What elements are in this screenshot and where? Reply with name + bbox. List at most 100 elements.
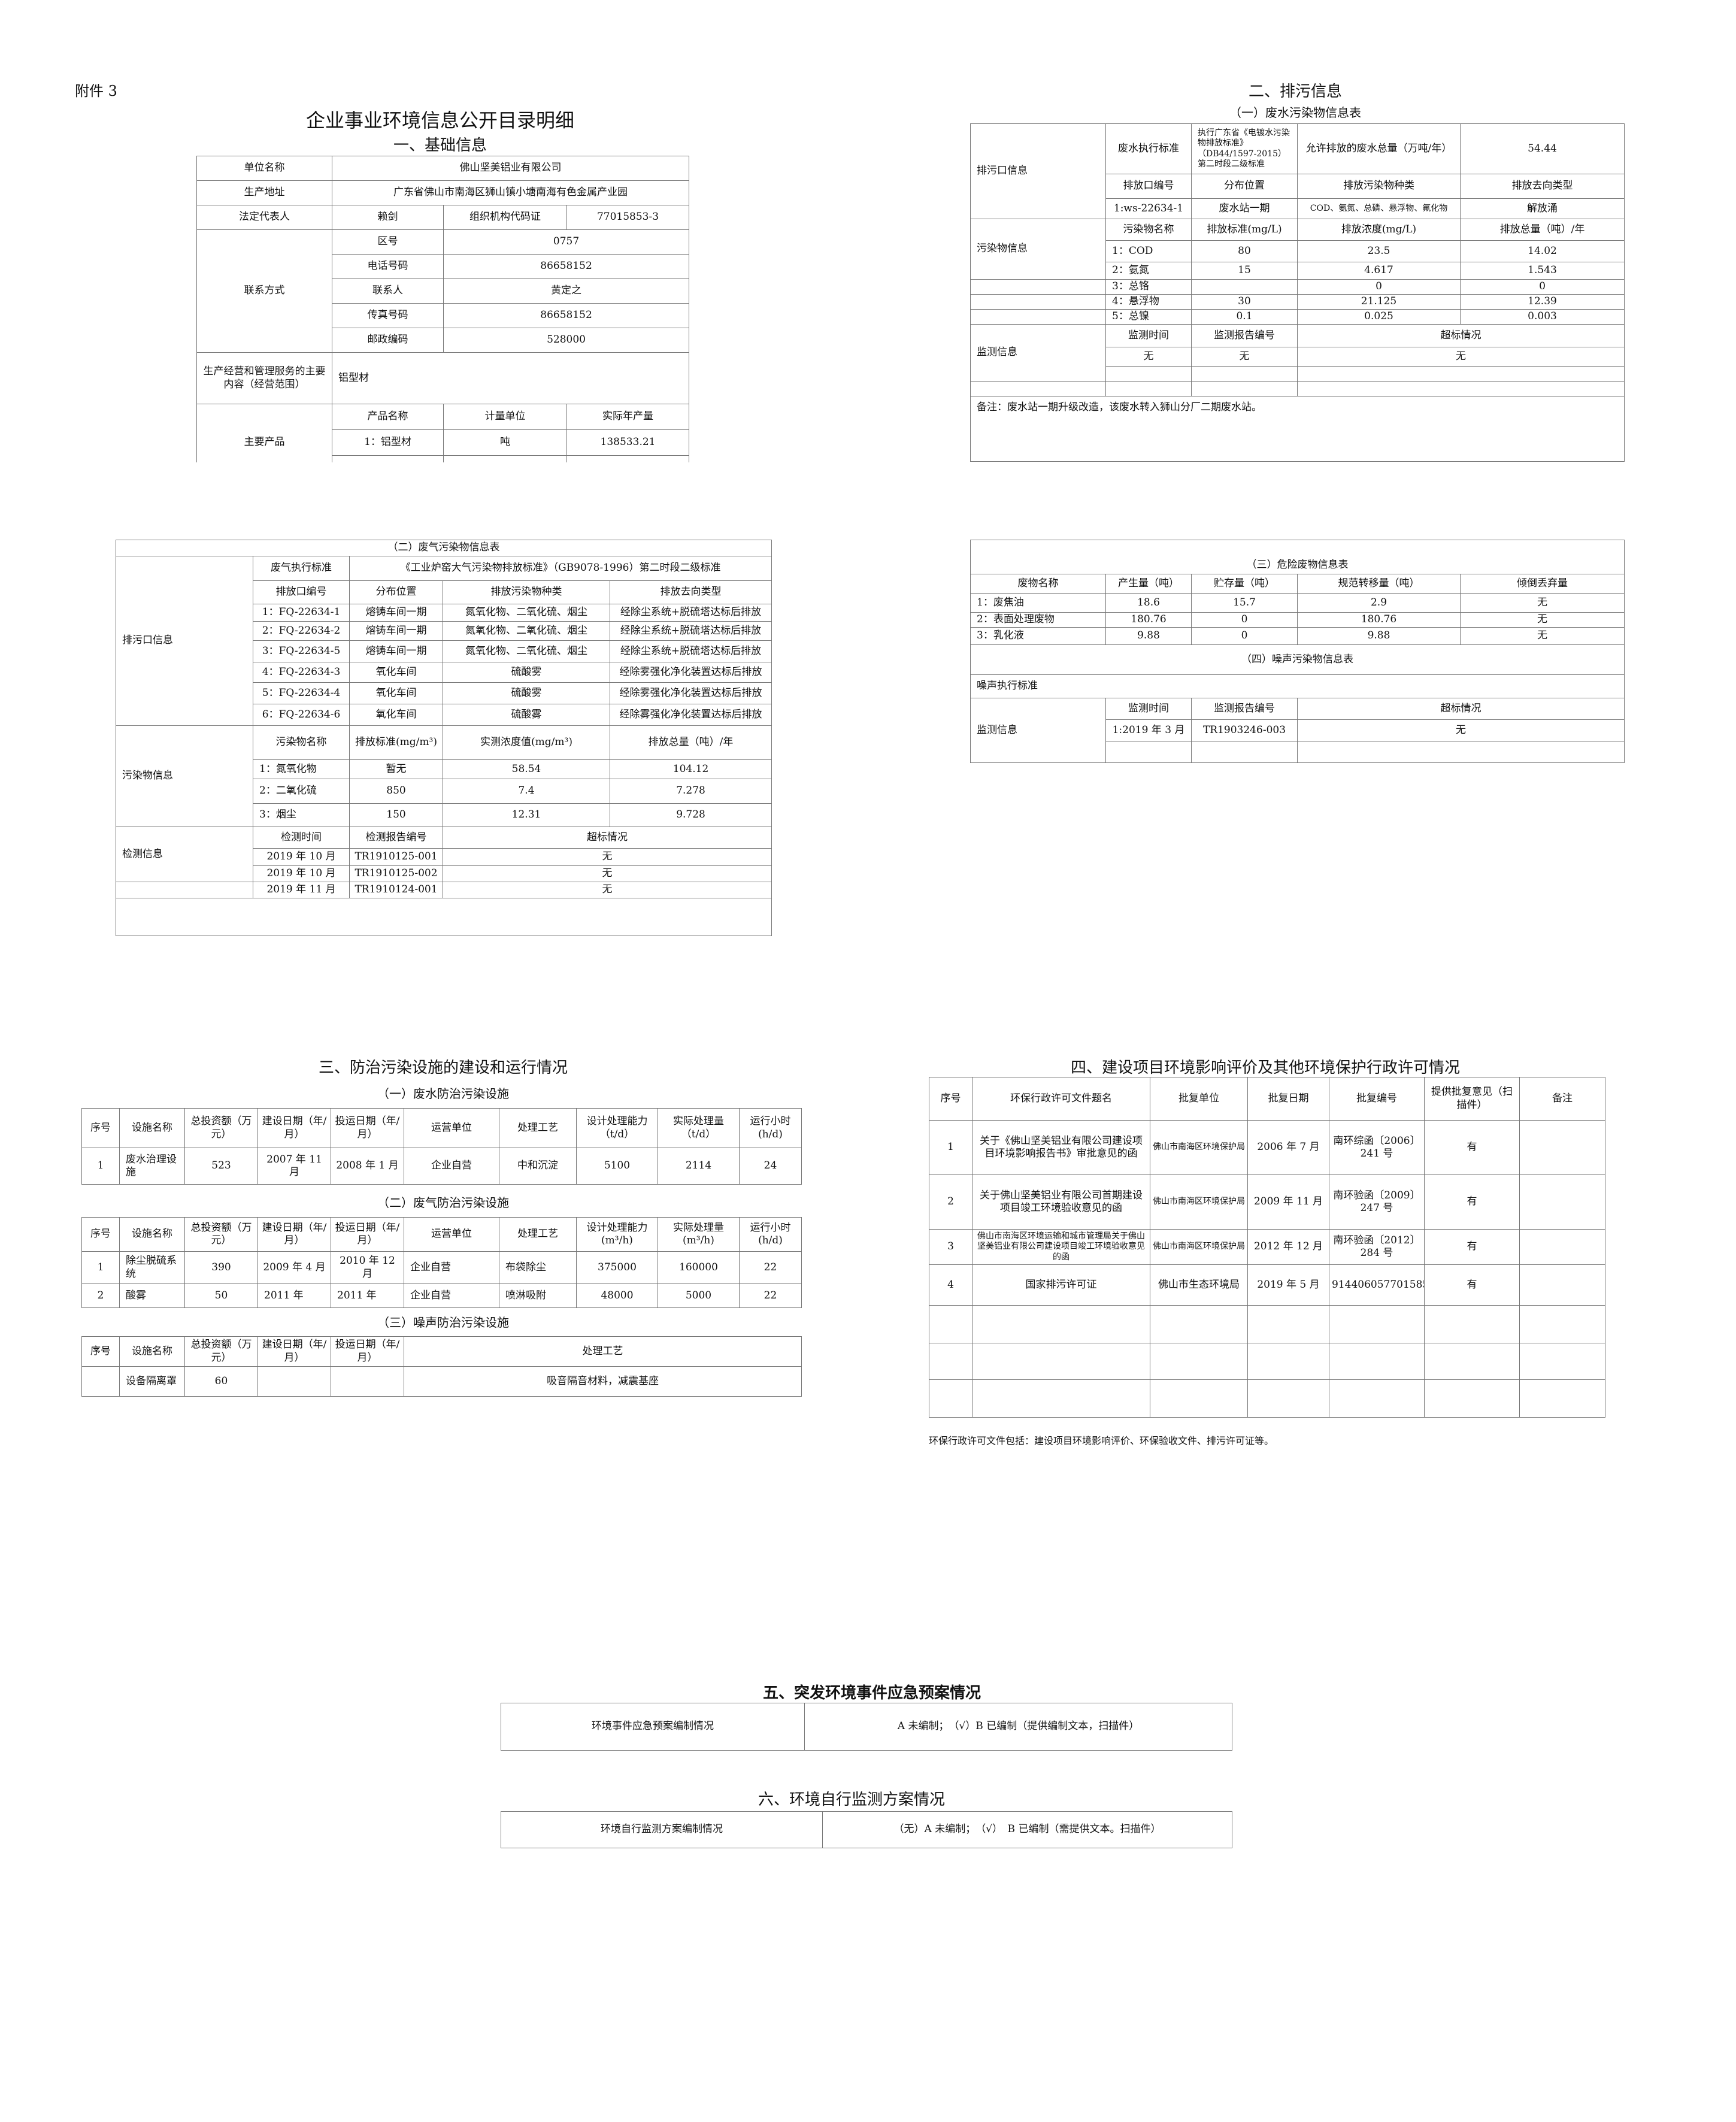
table-cell: 组织机构代码证 (443, 205, 567, 230)
table-cell: 法定代表人 (196, 205, 332, 230)
table: 单位名称 佛山坚美铝业有限公司 生产地址 广东省佛山市南海区狮山镇小塘南海有色金属产业… (196, 156, 690, 462)
table-row: 主要产品 产品名称 计量单位 实际年产量 (196, 404, 690, 462)
table-cell: TR1903246-003 (1191, 719, 1298, 741)
table-cell: 设施名称 (119, 1336, 185, 1367)
table-row: 5：FQ-22634-4 氧化车间 硫酸雾 经除雾强化净化装置达标后排放 (116, 682, 772, 704)
table-cell: 主要产品 (196, 404, 332, 462)
table-row: 电话号码 86658152 (197, 254, 690, 279)
table-cell: 0 (1297, 279, 1461, 295)
table-cell: 设备隔离罩 (119, 1366, 185, 1397)
table-cell: 中和沉淀 (499, 1148, 577, 1185)
table-cell: 区号 (332, 229, 444, 255)
table-cell: 备注：废水站一期升级改造，该废水转入狮山分厂二期废水站。 (970, 396, 1625, 462)
table-cell: 黄定之 (443, 279, 690, 304)
table-cell: 企业自营 (404, 1148, 499, 1185)
table-row: 3 佛山市南海区环境运输和城市管理局关于佛山坚美铝业有限公司建设项目竣工环境验收意… (929, 1229, 1605, 1265)
table-row: 生产地址 广东省佛山市南海区狮山镇小塘南海有色金属产业园 (196, 180, 690, 205)
table-cell: 序号 (81, 1108, 120, 1148)
table-cell: 180.76 (1297, 612, 1461, 628)
table-cell: 检测信息 (116, 827, 253, 882)
table-cell: TR1910125-002 (349, 865, 443, 882)
table-cell: 计量单位 (443, 404, 567, 430)
table-cell: 22 (739, 1284, 802, 1308)
table-cell: 吸音隔音材料，减震基座 (404, 1366, 802, 1397)
table-cell: 排放污染物种类 (1297, 174, 1461, 199)
table-cell (1329, 1305, 1425, 1343)
table-cell (1150, 1343, 1248, 1380)
table-cell: 2：二氧化硫 (253, 779, 350, 804)
table-cell: 2012 年 12 月 (1247, 1229, 1329, 1265)
table-cell: 废气执行标准 (253, 556, 350, 581)
table-cell: 12.31 (443, 803, 610, 827)
table-cell: 无 (442, 865, 772, 882)
table-cell: 无 (442, 848, 772, 866)
table-row: 排放口编号 分布位置 排放污染物种类 排放去向类型 (116, 580, 772, 604)
table-row: 联系方式 区号 0757 (196, 229, 690, 353)
table-cell: 投运日期（年/月） (331, 1108, 404, 1148)
table-row: 序号 设施名称 总投资额（万元） 建设日期（年/月） 投运日期（年/月） 运营单位 处理工艺… (81, 1108, 802, 1148)
table-cell: 0757 (443, 229, 690, 255)
noise-facilities-table: 序号 设施名称 总投资额（万元） 建设日期（年/月） 投运日期（年/月） 处理工艺 设备隔离… (81, 1336, 802, 1397)
table-cell: 50 (184, 1284, 258, 1308)
table-cell: 贮存量（吨） (1191, 574, 1298, 594)
emergency-plan-table: 环境事件应急预案编制情况 A 未编制； （√）B 已编制（提供编制文本，扫描件） (501, 1703, 1232, 1751)
table-row: 噪声执行标准 (970, 674, 1625, 698)
table-row: 序号 设施名称 总投资额（万元） 建设日期（年/月） 投运日期（年/月） 处理工艺 (81, 1336, 802, 1367)
table-cell: 经除尘系统+脱硫塔达标后排放 (609, 640, 772, 662)
table-cell: 1：铝型材 (332, 429, 444, 456)
table-cell: 超标情况 (442, 827, 772, 849)
table-cell (972, 1343, 1150, 1380)
table-cell: 0.003 (1460, 309, 1625, 325)
table-cell: 2009 年 4 月 (257, 1251, 331, 1284)
table-row: 污染物信息 污染物名称 排放标准(mg/L) 排放浓度(mg/L) 排放总量（吨）/年 (970, 219, 1625, 280)
table-cell: 投运日期（年/月） (331, 1217, 404, 1252)
table-row: 排污口信息 废水执行标准 执行广东省《电镀水污染物排放标准》（DB44/1597-2… (970, 123, 1625, 219)
table-row: 环境自行监测方案编制情况 （无）A 未编制； （√） B 已编制（需提供文本。扫描… (501, 1811, 1232, 1848)
table-cell: 1：COD (1105, 240, 1192, 262)
table-cell: 160000 (658, 1251, 740, 1284)
table-cell: 3：烟尘 (253, 803, 350, 827)
table-cell: 氧化车间 (349, 682, 443, 704)
table-cell: 广东省佛山市南海区狮山镇小塘南海有色金属产业园 (331, 180, 690, 205)
table-cell: 建设日期（年/月） (257, 1108, 331, 1148)
table-cell: 建设日期（年/月） (257, 1217, 331, 1252)
table-cell: 运营单位 (404, 1217, 499, 1252)
table-cell: 4：悬浮物 (1105, 294, 1192, 310)
table-cell (1519, 1343, 1605, 1380)
table-row: 2：FQ-22634-2 熔铸车间一期 氮氧化物、二氧化硫、烟尘 经除尘系统+脱硫塔达… (116, 621, 772, 641)
table-cell: 2009 年 11 月 (1247, 1174, 1329, 1230)
table-cell: 2.9 (1297, 593, 1461, 613)
table-cell: （四）噪声污染物信息表 (970, 644, 1625, 675)
table-row: 1：废焦油 18.6 15.7 2.9 无 (970, 593, 1625, 613)
table-cell: 排放去向类型 (609, 580, 772, 604)
table-cell: 2007 年 11 月 (257, 1148, 331, 1185)
table-cell (81, 1366, 120, 1397)
table-cell: 14.02 (1460, 240, 1625, 262)
table-cell: 4：FQ-22634-3 (253, 662, 350, 683)
table-cell: 总投资额（万元） (184, 1108, 258, 1148)
water-facilities-subtitle: （一）废水防治污染设施 (377, 1086, 509, 1101)
table-cell: 生产地址 (196, 180, 332, 205)
table-cell: 氮氧化物、二氧化硫、烟尘 (443, 621, 610, 641)
table-cell: 3：乳化液 (970, 627, 1106, 645)
table-row (929, 1379, 1605, 1418)
table-cell (116, 882, 253, 898)
table-cell: 1:2019 年 3 月 (1105, 719, 1192, 741)
table-cell: 无 (1459, 612, 1625, 628)
table-row: 环境事件应急预案编制情况 A 未编制； （√）B 已编制（提供编制文本，扫描件） (501, 1703, 1232, 1751)
table-cell: 赖剑 (332, 205, 444, 230)
table-row: 6：FQ-22634-6 氧化车间 硫酸雾 经除雾强化净化装置达标后排放 (116, 704, 772, 726)
table-row: 2019 年 10 月 TR1910125-001 无 (116, 848, 772, 866)
table-cell: 企业自营 (404, 1251, 499, 1284)
table-row: 1 废水治理设施 523 2007 年 11 月 2008 年 1 月企业自营 中和沉淀 5… (81, 1148, 802, 1185)
table-cell: 硫酸雾 (443, 682, 610, 704)
table-row: 备注：废水站一期升级改造，该废水转入狮山分厂二期废水站。 (970, 396, 1625, 462)
table-cell: 2：氨氮 (1105, 262, 1192, 280)
table-cell (1105, 741, 1192, 763)
table-cell: 设施名称 (119, 1217, 185, 1252)
table-row: 2：表面处理废物 180.76 0 180.76 无 (970, 612, 1625, 628)
table-cell (1247, 1379, 1329, 1418)
table-row: （三）危险废物信息表 (970, 540, 1625, 574)
section-permits-heading: 四、建设项目环境影响评价及其他环境保护行政许可情况 (1070, 1059, 1461, 1077)
table-cell: 60 (184, 1366, 258, 1397)
